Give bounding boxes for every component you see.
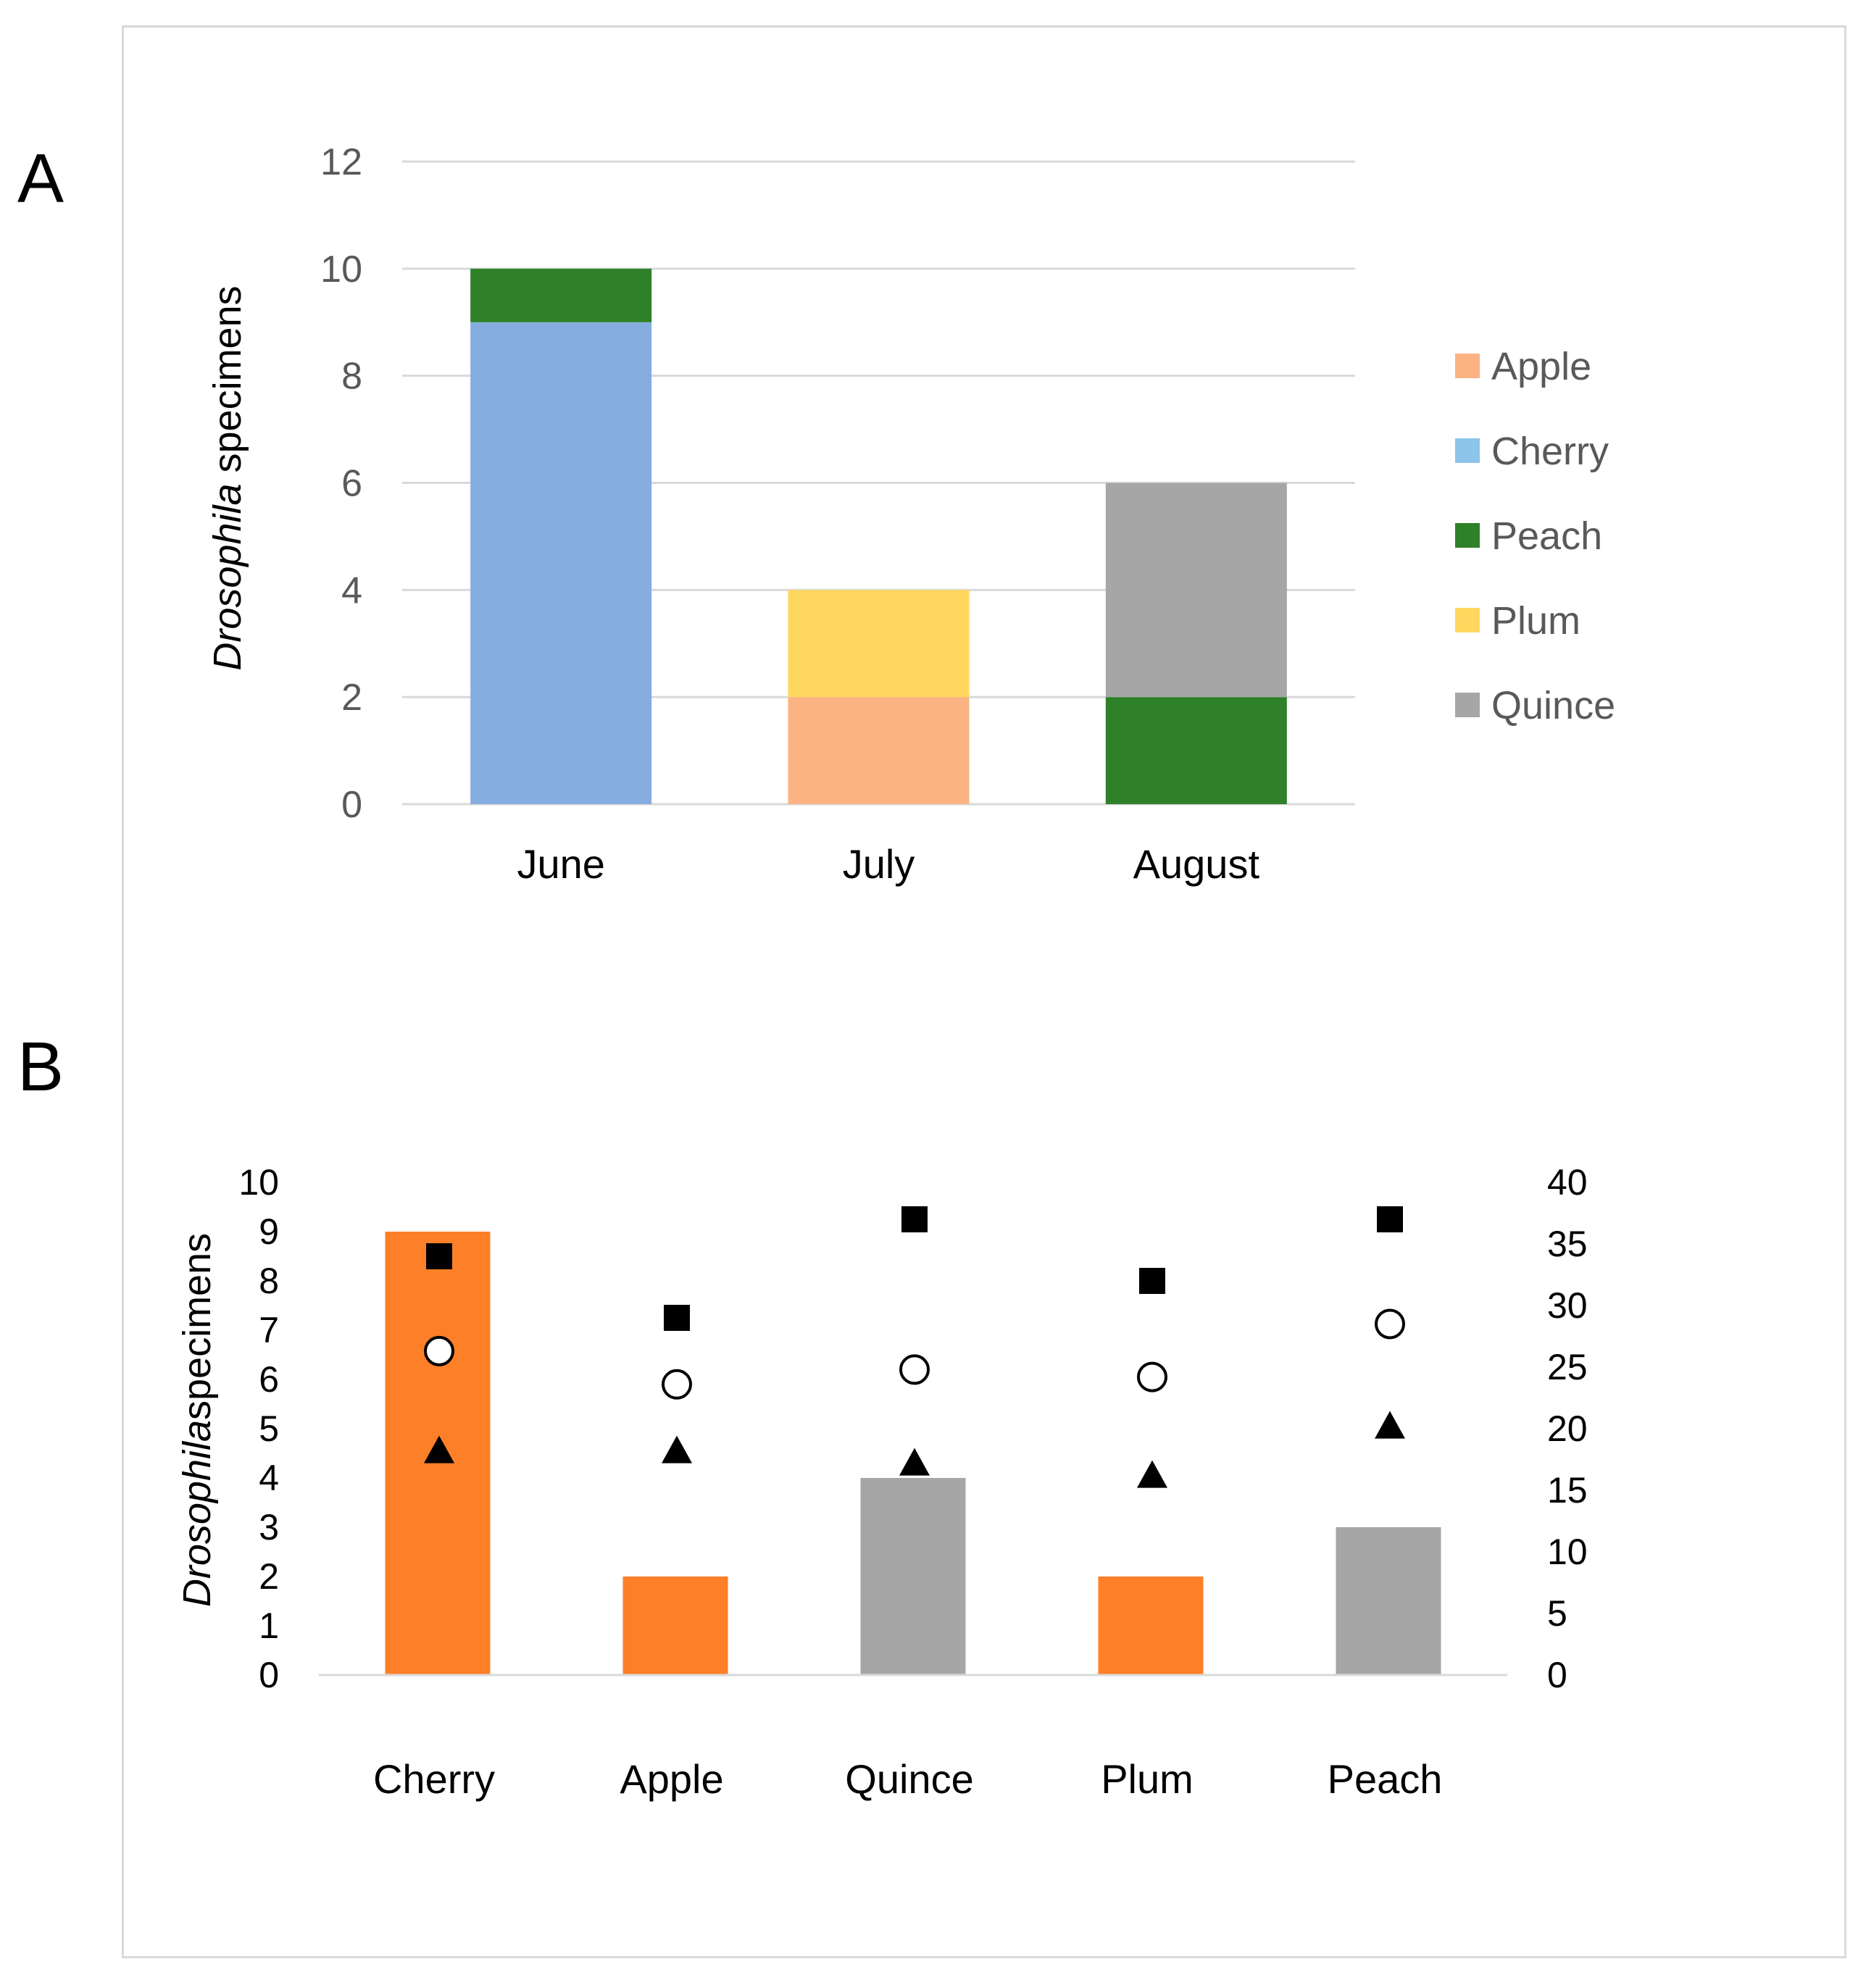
a-x-category-label: July	[843, 841, 915, 887]
b-y-tick-label: 10	[238, 1162, 279, 1203]
a-bar-august-peach	[1105, 697, 1287, 804]
b-y-tick-label: 4	[259, 1458, 279, 1498]
b-y-tick-label: 8	[259, 1261, 279, 1301]
b-y-tick-label: 3	[259, 1507, 279, 1548]
a-legend-swatch-apple	[1455, 354, 1480, 378]
b-y-tick-label: 5	[259, 1408, 279, 1449]
b-marker-circle	[1375, 1308, 1405, 1340]
panel-label-b: B	[17, 1028, 64, 1106]
b-bar-apple	[622, 1576, 728, 1675]
b-marker-circle	[424, 1335, 454, 1366]
b-y2-tick-label: 15	[1547, 1470, 1588, 1511]
b-y-tick-label: 9	[259, 1211, 279, 1252]
b-marker-triangle	[662, 1435, 692, 1463]
a-bar-july-plum	[788, 590, 970, 698]
a-y-tick-label: 6	[341, 463, 362, 505]
b-marker-triangle	[1137, 1460, 1167, 1488]
b-y-axis-label: Drosophilaspecimens	[175, 1233, 219, 1607]
a-y-tick-label: 4	[341, 569, 362, 611]
panel-label-a: A	[17, 140, 64, 217]
b-y-tick-label: 2	[259, 1556, 279, 1597]
b-x-category-label: Apple	[620, 1756, 723, 1802]
b-y2-tick-label: 5	[1547, 1593, 1567, 1634]
a-bar-july-apple	[788, 697, 970, 804]
a-y-tick-label: 12	[320, 141, 362, 183]
a-x-category-label: June	[517, 841, 604, 887]
a-legend-label-cherry: Cherry	[1491, 430, 1609, 473]
b-y2-tick-label: 35	[1547, 1224, 1588, 1264]
b-x-category-label: Plum	[1101, 1756, 1194, 1802]
b-marker-square	[664, 1305, 690, 1331]
a-bar-june-peach	[470, 268, 652, 322]
b-marker-triangle	[899, 1448, 930, 1476]
b-bar-peach	[1336, 1527, 1441, 1675]
b-x-category-label: Cherry	[373, 1756, 495, 1802]
a-legend-swatch-cherry	[1455, 438, 1480, 463]
b-y2-tick-label: 30	[1547, 1285, 1588, 1326]
b-marker-circle	[1137, 1361, 1167, 1392]
a-y-tick-label: 0	[341, 784, 362, 826]
a-y-tick-label: 8	[341, 356, 362, 398]
b-y2-tick-label: 20	[1547, 1408, 1588, 1449]
b-y-tick-label: 6	[259, 1359, 279, 1400]
b-marker-triangle	[1375, 1411, 1405, 1439]
b-marker-square	[1139, 1268, 1165, 1294]
b-marker-square	[901, 1206, 928, 1232]
b-marker-square	[1377, 1206, 1403, 1232]
a-legend-label-apple: Apple	[1491, 345, 1591, 388]
b-y2-tick-label: 40	[1547, 1162, 1588, 1203]
b-marker-circle	[662, 1369, 692, 1400]
b-bar-plum	[1098, 1576, 1204, 1675]
b-marker-circle	[899, 1354, 930, 1385]
b-marker-triangle	[424, 1435, 454, 1463]
a-y-tick-label: 10	[320, 248, 362, 291]
a-legend-swatch-quince	[1455, 693, 1480, 717]
b-marker-square	[426, 1243, 452, 1269]
b-x-category-label: Peach	[1328, 1756, 1443, 1802]
b-bar-quince	[860, 1478, 966, 1675]
b-y-tick-label: 0	[259, 1655, 279, 1695]
a-legend-label-plum: Plum	[1491, 599, 1580, 643]
a-bar-june-cherry	[470, 322, 652, 804]
b-y2-tick-label: 0	[1547, 1655, 1567, 1695]
b-x-category-label: Quince	[845, 1756, 973, 1802]
a-y-tick-label: 2	[341, 677, 362, 719]
a-legend-label-quince: Quince	[1491, 684, 1615, 727]
a-y-axis-label: Drosophila specimens	[206, 285, 249, 670]
a-legend-swatch-plum	[1455, 608, 1480, 632]
b-y2-tick-label: 10	[1547, 1532, 1588, 1572]
b-y2-tick-label: 25	[1547, 1347, 1588, 1387]
a-legend-swatch-peach	[1455, 523, 1480, 548]
a-legend-label-peach: Peach	[1491, 514, 1602, 558]
a-bar-august-quince	[1105, 483, 1287, 698]
b-y-tick-label: 1	[259, 1605, 279, 1646]
a-x-category-label: August	[1133, 841, 1260, 887]
b-y-tick-label: 7	[259, 1310, 279, 1350]
